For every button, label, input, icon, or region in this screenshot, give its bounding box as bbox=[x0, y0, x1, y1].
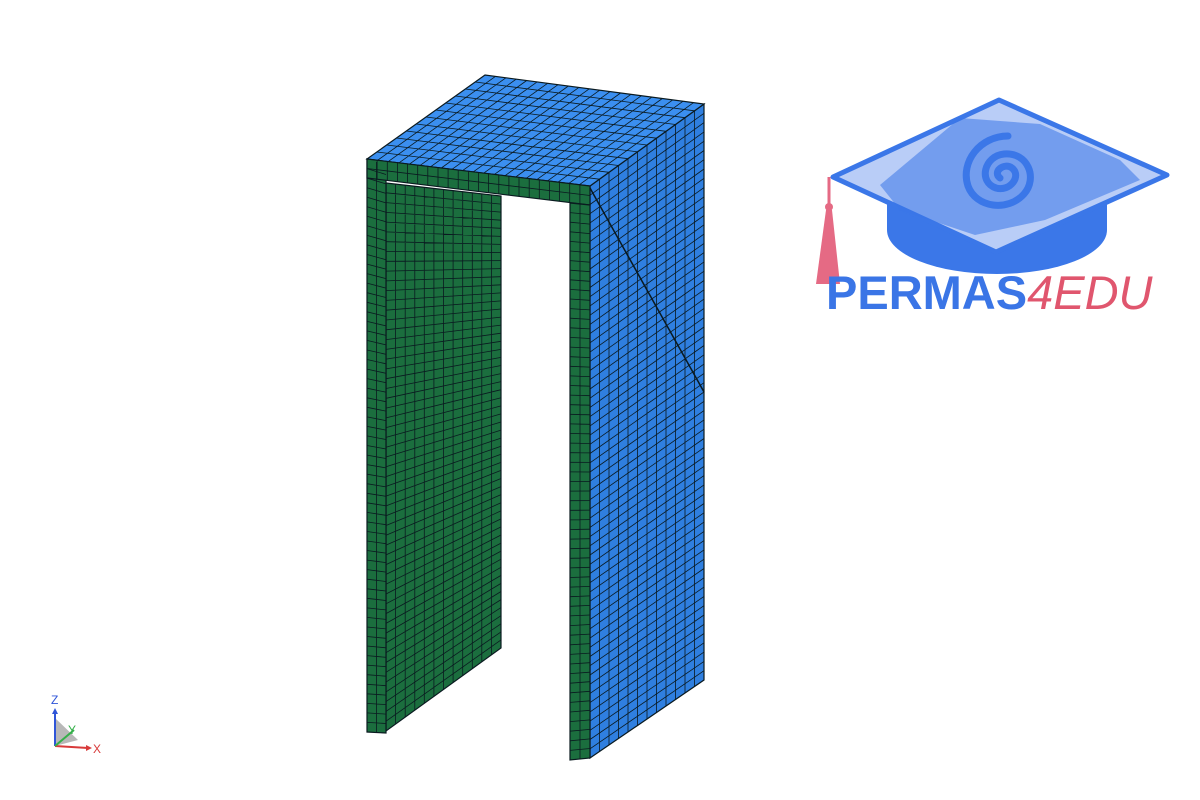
top-front-strip-mesh bbox=[366, 160, 591, 204]
permas4edu-logo bbox=[816, 97, 1170, 284]
spiral-icon bbox=[962, 132, 1034, 209]
mesh-lines bbox=[366, 76, 705, 759]
x-axis-line bbox=[54, 745, 89, 749]
triad-plane bbox=[55, 718, 78, 746]
top-face-mesh bbox=[376, 76, 695, 186]
axis-triad: Z X Y bbox=[51, 693, 101, 756]
y-axis-label: Y bbox=[68, 723, 76, 737]
right-wall-edge-mesh bbox=[569, 204, 591, 759]
x-axis-arrow bbox=[86, 745, 92, 751]
right-wall-mesh bbox=[589, 110, 705, 752]
logo-wordmark: PERMAS4EDU bbox=[826, 265, 1152, 321]
diagonal-edge-line bbox=[589, 187, 705, 393]
mortarboard-stripe bbox=[880, 118, 1140, 235]
tassel-knot bbox=[825, 203, 833, 211]
logo-suffix-text: 4EDU bbox=[1027, 266, 1153, 319]
tassel bbox=[816, 210, 840, 284]
x-axis-label: X bbox=[93, 742, 101, 756]
z-axis-label: Z bbox=[51, 693, 58, 707]
y-axis-line bbox=[54, 729, 75, 747]
z-axis-arrow bbox=[52, 708, 58, 714]
left-wall-inner-mesh bbox=[385, 184, 502, 725]
logo-brand-text: PERMAS bbox=[826, 266, 1028, 319]
left-wall-edge-mesh bbox=[366, 162, 387, 733]
